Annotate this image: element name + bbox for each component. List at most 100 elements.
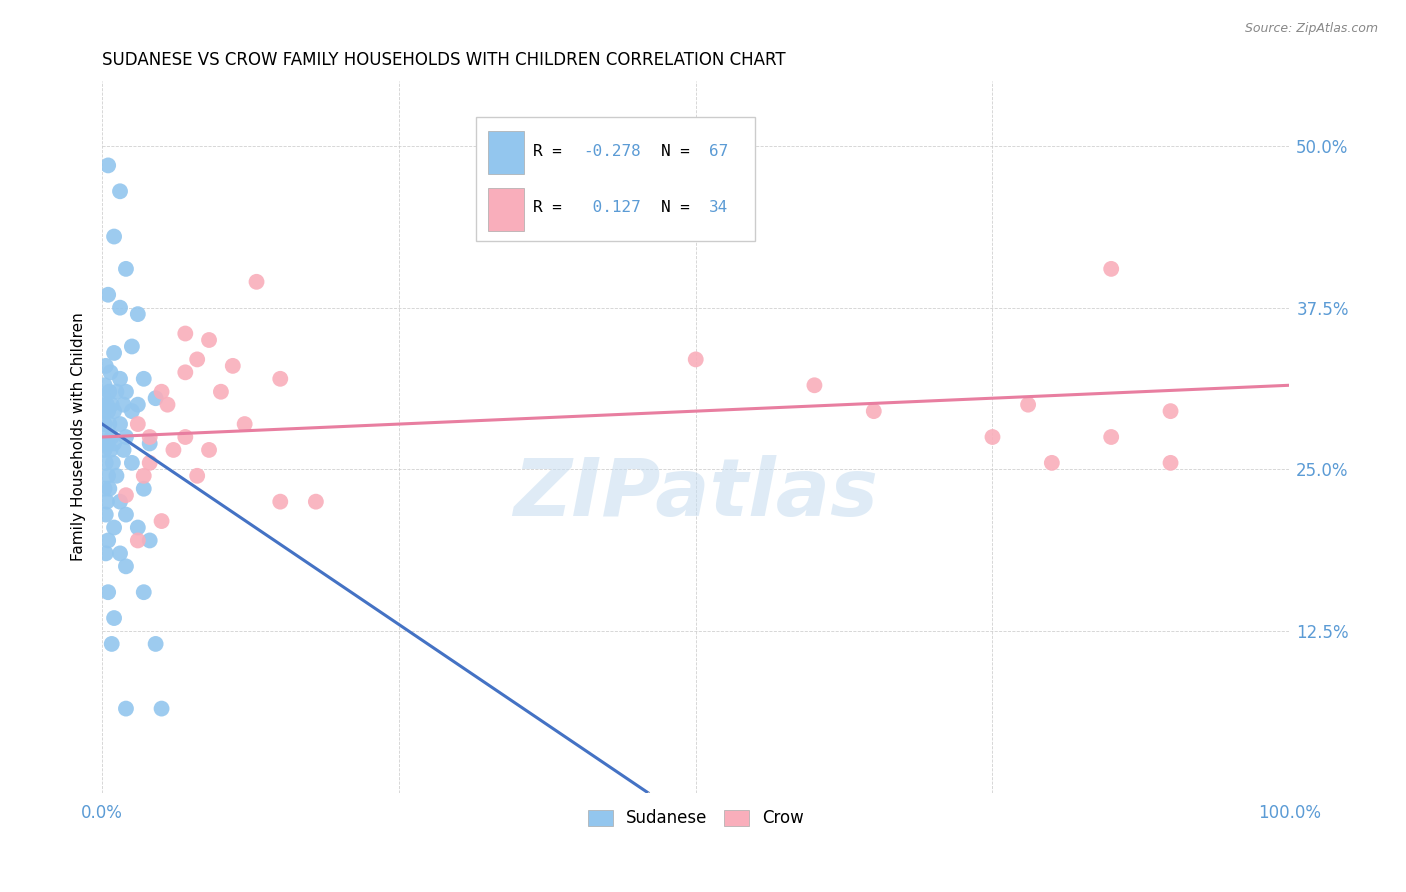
Point bbox=[862, 404, 884, 418]
Point bbox=[93, 378, 115, 392]
Point bbox=[103, 611, 125, 625]
Point bbox=[97, 533, 120, 548]
Point bbox=[132, 372, 155, 386]
Point bbox=[127, 533, 149, 548]
Point bbox=[115, 701, 138, 715]
Point bbox=[121, 456, 143, 470]
Point bbox=[105, 384, 128, 399]
Bar bbox=[488, 131, 523, 174]
Point bbox=[186, 352, 208, 367]
Point bbox=[108, 417, 131, 431]
Point bbox=[94, 430, 117, 444]
Text: N =: N = bbox=[661, 201, 700, 216]
Text: N =: N = bbox=[661, 144, 700, 159]
Point bbox=[103, 520, 125, 534]
Point bbox=[145, 391, 167, 405]
Point bbox=[94, 546, 117, 560]
Point bbox=[803, 378, 825, 392]
Point bbox=[685, 352, 707, 367]
Point bbox=[100, 637, 122, 651]
Point bbox=[174, 430, 197, 444]
Point bbox=[94, 359, 117, 373]
Point bbox=[108, 372, 131, 386]
Point bbox=[93, 417, 115, 431]
Point bbox=[186, 468, 208, 483]
Point bbox=[94, 508, 117, 522]
Point bbox=[305, 494, 328, 508]
Point bbox=[138, 436, 160, 450]
Point bbox=[174, 326, 197, 341]
Point bbox=[100, 398, 122, 412]
Point bbox=[138, 456, 160, 470]
Point bbox=[245, 275, 267, 289]
Point bbox=[156, 398, 179, 412]
Point bbox=[127, 307, 149, 321]
Text: 67: 67 bbox=[709, 144, 728, 159]
Text: -0.278: -0.278 bbox=[583, 144, 641, 159]
Point bbox=[112, 442, 135, 457]
Point bbox=[1099, 430, 1122, 444]
Point bbox=[108, 184, 131, 198]
Text: R =: R = bbox=[533, 201, 572, 216]
Point bbox=[1160, 404, 1182, 418]
Point bbox=[98, 417, 121, 431]
Point bbox=[269, 372, 291, 386]
Point bbox=[96, 494, 118, 508]
Point bbox=[100, 365, 122, 379]
Point bbox=[94, 456, 117, 470]
Point bbox=[209, 384, 232, 399]
Point bbox=[105, 468, 128, 483]
Point bbox=[1160, 456, 1182, 470]
Point bbox=[93, 391, 115, 405]
Point bbox=[103, 436, 125, 450]
Point bbox=[132, 585, 155, 599]
Point bbox=[115, 261, 138, 276]
Point bbox=[121, 404, 143, 418]
Point bbox=[198, 442, 221, 457]
Point bbox=[150, 384, 173, 399]
Point bbox=[97, 468, 120, 483]
Point bbox=[121, 339, 143, 353]
Point bbox=[132, 468, 155, 483]
Point bbox=[96, 398, 118, 412]
Text: ZIPatlas: ZIPatlas bbox=[513, 455, 879, 533]
Point bbox=[138, 430, 160, 444]
Point bbox=[138, 533, 160, 548]
Point bbox=[162, 442, 184, 457]
Point bbox=[97, 404, 120, 418]
Point bbox=[150, 701, 173, 715]
Point bbox=[103, 346, 125, 360]
Point bbox=[150, 514, 173, 528]
Point bbox=[93, 442, 115, 457]
Point bbox=[100, 442, 122, 457]
Point bbox=[1017, 398, 1039, 412]
Point bbox=[198, 333, 221, 347]
Text: 0.127: 0.127 bbox=[583, 201, 641, 216]
Point bbox=[981, 430, 1004, 444]
Bar bbox=[488, 188, 523, 231]
Point bbox=[115, 430, 138, 444]
Point bbox=[108, 546, 131, 560]
Point bbox=[100, 430, 122, 444]
Point bbox=[96, 436, 118, 450]
Point bbox=[233, 417, 256, 431]
Point bbox=[93, 482, 115, 496]
Point bbox=[108, 301, 131, 315]
Point bbox=[101, 456, 124, 470]
Point bbox=[97, 287, 120, 301]
Point bbox=[93, 436, 115, 450]
Point bbox=[98, 482, 121, 496]
Text: Source: ZipAtlas.com: Source: ZipAtlas.com bbox=[1244, 22, 1378, 36]
Point bbox=[145, 637, 167, 651]
Point bbox=[269, 494, 291, 508]
Point bbox=[127, 520, 149, 534]
Y-axis label: Family Households with Children: Family Households with Children bbox=[72, 312, 86, 561]
Point bbox=[98, 384, 121, 399]
Point bbox=[115, 384, 138, 399]
Point bbox=[1040, 456, 1063, 470]
Point bbox=[132, 482, 155, 496]
Point bbox=[97, 158, 120, 172]
Bar bbox=[477, 117, 755, 242]
Text: R =: R = bbox=[533, 144, 572, 159]
Point bbox=[222, 359, 245, 373]
